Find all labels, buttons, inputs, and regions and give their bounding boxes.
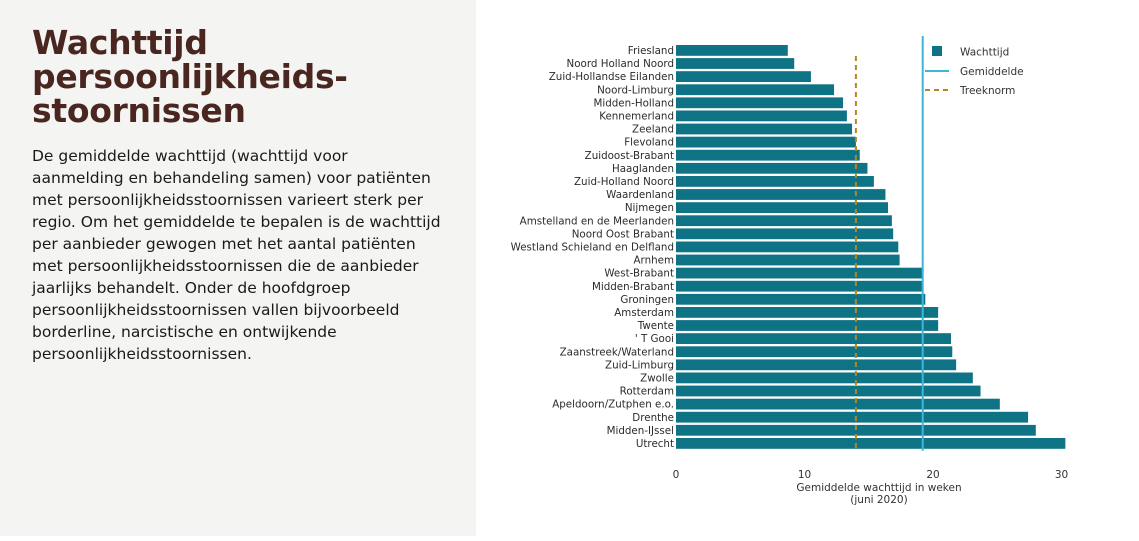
category-label-30: Midden-IJssel [607, 425, 674, 437]
bar-23 [676, 333, 951, 344]
category-label-1: Friesland [628, 45, 674, 57]
legend: Wachttijd Gemiddelde Treeknorm [925, 46, 1024, 97]
x-axis: 0 10 20 30 Gemiddelde wachttijd in weken(jun… [673, 469, 1069, 506]
category-label-28: Apeldoorn/Zutphen e.o. [552, 399, 674, 411]
bar-30 [676, 424, 1036, 436]
bar-7 [676, 123, 853, 135]
category-label-11: Zuid-Holland Noord [574, 176, 674, 188]
category-label-6: Kennemerland [599, 111, 674, 123]
category-label-16: Westland Schieland en Delfland [511, 242, 674, 254]
bar-16 [676, 241, 899, 253]
title-line-1: Wachttijd [32, 23, 208, 62]
category-label-20: Groningen [620, 294, 674, 306]
bar-14 [676, 215, 892, 227]
bar-12 [676, 189, 886, 200]
bar-3 [676, 71, 811, 82]
category-label-2: Noord Holland Noord [567, 58, 674, 70]
title-line-2: persoonlijkheids- [32, 57, 348, 96]
category-label-25: Zuid-Limburg [605, 359, 674, 371]
bar-26 [676, 372, 973, 384]
category-label-9: Zuidoost-Brabant [585, 150, 674, 162]
category-label-29: Drenthe [632, 412, 674, 424]
info-panel: Wachttijd persoonlijkheids- stoornissen … [0, 0, 476, 536]
bar-2 [676, 58, 795, 69]
bar-25 [676, 359, 957, 371]
bars-layer [676, 45, 1066, 449]
bar-17 [676, 254, 900, 266]
category-label-8: Flevoland [624, 137, 674, 149]
legend-wachttijd-swatch [932, 46, 942, 56]
bar-20 [676, 293, 926, 305]
x-axis-title-line-1: Gemiddelde wachttijd in weken [796, 482, 961, 494]
x-tick-label-0: 0 [673, 469, 680, 481]
category-label-17: Arnhem [633, 255, 674, 267]
bar-28 [676, 398, 1000, 410]
category-label-26: Zwolle [640, 373, 674, 385]
category-label-13: Nijmegen [625, 202, 674, 214]
reference-lines [854, 36, 924, 451]
bar-5 [676, 97, 844, 109]
category-label-18: West-Brabant [604, 268, 674, 280]
category-label-4: Noord-Limburg [597, 84, 674, 96]
category-label-31: Utrecht [636, 438, 674, 450]
description-text: De gemiddelde wachttijd (wachttijd voor … [32, 147, 441, 363]
legend-wachttijd-label: Wachttijd [960, 47, 1009, 59]
legend-gemiddelde-label: Gemiddelde [960, 66, 1024, 78]
bar-6 [676, 110, 847, 122]
bar-13 [676, 202, 889, 213]
bar-29 [676, 411, 1029, 423]
category-label-27: Rotterdam [620, 386, 674, 398]
x-tick-label-20: 20 [926, 469, 939, 481]
category-label-5: Midden-Holland [593, 97, 674, 109]
bar-31 [676, 438, 1066, 449]
title-line-3: stoornissen [32, 91, 246, 130]
category-label-21: Amsterdam [614, 307, 674, 319]
category-label-19: Midden-Brabant [592, 281, 674, 293]
category-label-14: Amstelland en de Meerlanden [520, 215, 674, 227]
bar-18 [676, 267, 923, 279]
bar-9 [676, 149, 860, 161]
category-label-12: Waardenland [606, 189, 674, 201]
x-tick-label-10: 10 [798, 469, 811, 481]
bar-19 [676, 280, 923, 292]
category-label-7: Zeeland [632, 124, 674, 136]
category-label-15: Noord Oost Brabant [572, 228, 674, 240]
category-label-23: ' T Gooi [635, 333, 674, 345]
category-label-22: Twente [637, 320, 674, 332]
category-label-10: Haaglanden [612, 163, 674, 175]
category-label-24: Zaanstreek/Waterland [560, 346, 674, 358]
bar-22 [676, 320, 939, 331]
bar-4 [676, 84, 835, 96]
chart-area: Friesland Noord Holland Noord Zuid-Holland… [476, 0, 1139, 536]
bar-10 [676, 162, 868, 174]
x-tick-label-30: 30 [1055, 469, 1068, 481]
bar-21 [676, 307, 939, 318]
page-title: Wachttijd persoonlijkheids- stoornissen [32, 26, 444, 128]
bar-8 [676, 136, 856, 148]
legend-treeknorm-label: Treeknorm [959, 85, 1015, 97]
x-axis-title-line-2: (juni 2020) [850, 494, 907, 506]
bar-15 [676, 228, 894, 240]
bar-1 [676, 45, 788, 56]
bar-24 [676, 346, 953, 358]
bar-11 [676, 176, 874, 187]
category-label-3: Zuid-Hollandse Eilanden [549, 71, 674, 83]
bar-27 [676, 385, 981, 397]
